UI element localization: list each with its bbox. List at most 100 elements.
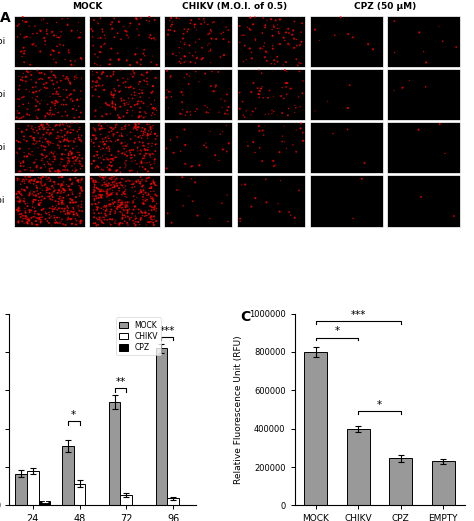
Point (140, 154, 148, 163)
Point (74, 178, 82, 187)
Point (78, 176, 85, 184)
Point (20, 135, 28, 144)
Point (63, 180, 70, 189)
Point (177, 59, 184, 67)
Point (68, 148, 75, 157)
Point (47, 29, 55, 37)
Point (207, 45, 214, 53)
Point (288, 31, 296, 39)
Point (75, 113, 83, 121)
Point (273, 24, 281, 32)
FancyBboxPatch shape (164, 16, 232, 67)
Point (47, 51, 55, 59)
Point (93, 206, 101, 214)
FancyBboxPatch shape (237, 122, 305, 173)
Point (31, 207, 39, 216)
Bar (120, 494, 132, 505)
Point (28, 203, 36, 211)
Point (55, 185, 63, 193)
Point (114, 201, 122, 209)
Point (116, 202, 124, 210)
Point (113, 190, 120, 198)
Point (212, 81, 220, 90)
Point (140, 128, 147, 136)
Point (95, 191, 103, 199)
Point (23, 176, 30, 184)
Point (121, 125, 129, 133)
Point (73, 155, 81, 164)
Point (56, 219, 64, 227)
Point (122, 160, 130, 169)
Point (102, 205, 110, 213)
Point (133, 44, 141, 52)
Point (251, 148, 259, 157)
Point (220, 35, 228, 43)
Point (211, 151, 219, 159)
Point (60, 162, 68, 170)
Point (18, 93, 26, 102)
Point (186, 41, 193, 49)
Point (109, 93, 117, 102)
Point (36, 184, 44, 193)
Point (151, 190, 159, 198)
Point (217, 130, 224, 139)
Point (221, 97, 229, 105)
Point (45, 177, 53, 185)
Point (29, 197, 36, 206)
Point (26, 132, 34, 141)
Point (22, 209, 29, 217)
Point (191, 20, 198, 29)
Point (112, 137, 119, 145)
Point (146, 173, 153, 182)
Point (38, 192, 46, 201)
Point (103, 180, 110, 189)
Point (134, 146, 142, 155)
Point (29, 197, 37, 205)
Point (139, 163, 146, 171)
Point (55, 83, 63, 92)
Point (100, 41, 108, 49)
Point (19, 69, 27, 78)
Point (140, 197, 148, 205)
Point (134, 176, 142, 184)
Point (58, 173, 66, 181)
Point (97, 130, 104, 139)
Point (142, 209, 149, 217)
Point (56, 120, 64, 128)
Point (13, 95, 21, 103)
Point (115, 55, 123, 63)
Point (89, 27, 96, 35)
Point (73, 142, 81, 151)
Point (38, 186, 46, 194)
Point (52, 90, 60, 98)
Point (276, 148, 283, 156)
Point (64, 209, 72, 217)
Point (88, 137, 95, 145)
Point (29, 30, 37, 38)
Point (109, 195, 116, 204)
Point (105, 128, 113, 136)
Point (53, 214, 61, 222)
Point (55, 33, 62, 42)
Point (96, 185, 103, 194)
Point (224, 217, 232, 226)
Point (244, 23, 251, 31)
Point (23, 214, 31, 222)
Point (166, 16, 173, 24)
Point (64, 191, 72, 199)
Point (98, 187, 106, 195)
Point (23, 166, 31, 174)
Point (33, 220, 41, 229)
Point (64, 153, 71, 162)
Point (206, 29, 213, 38)
Point (144, 68, 151, 77)
Point (365, 40, 372, 48)
FancyBboxPatch shape (14, 16, 84, 67)
Point (69, 204, 77, 212)
Point (147, 184, 155, 192)
Point (293, 42, 301, 50)
Point (262, 110, 269, 119)
Point (57, 189, 64, 197)
Point (106, 191, 114, 199)
Point (278, 138, 286, 146)
